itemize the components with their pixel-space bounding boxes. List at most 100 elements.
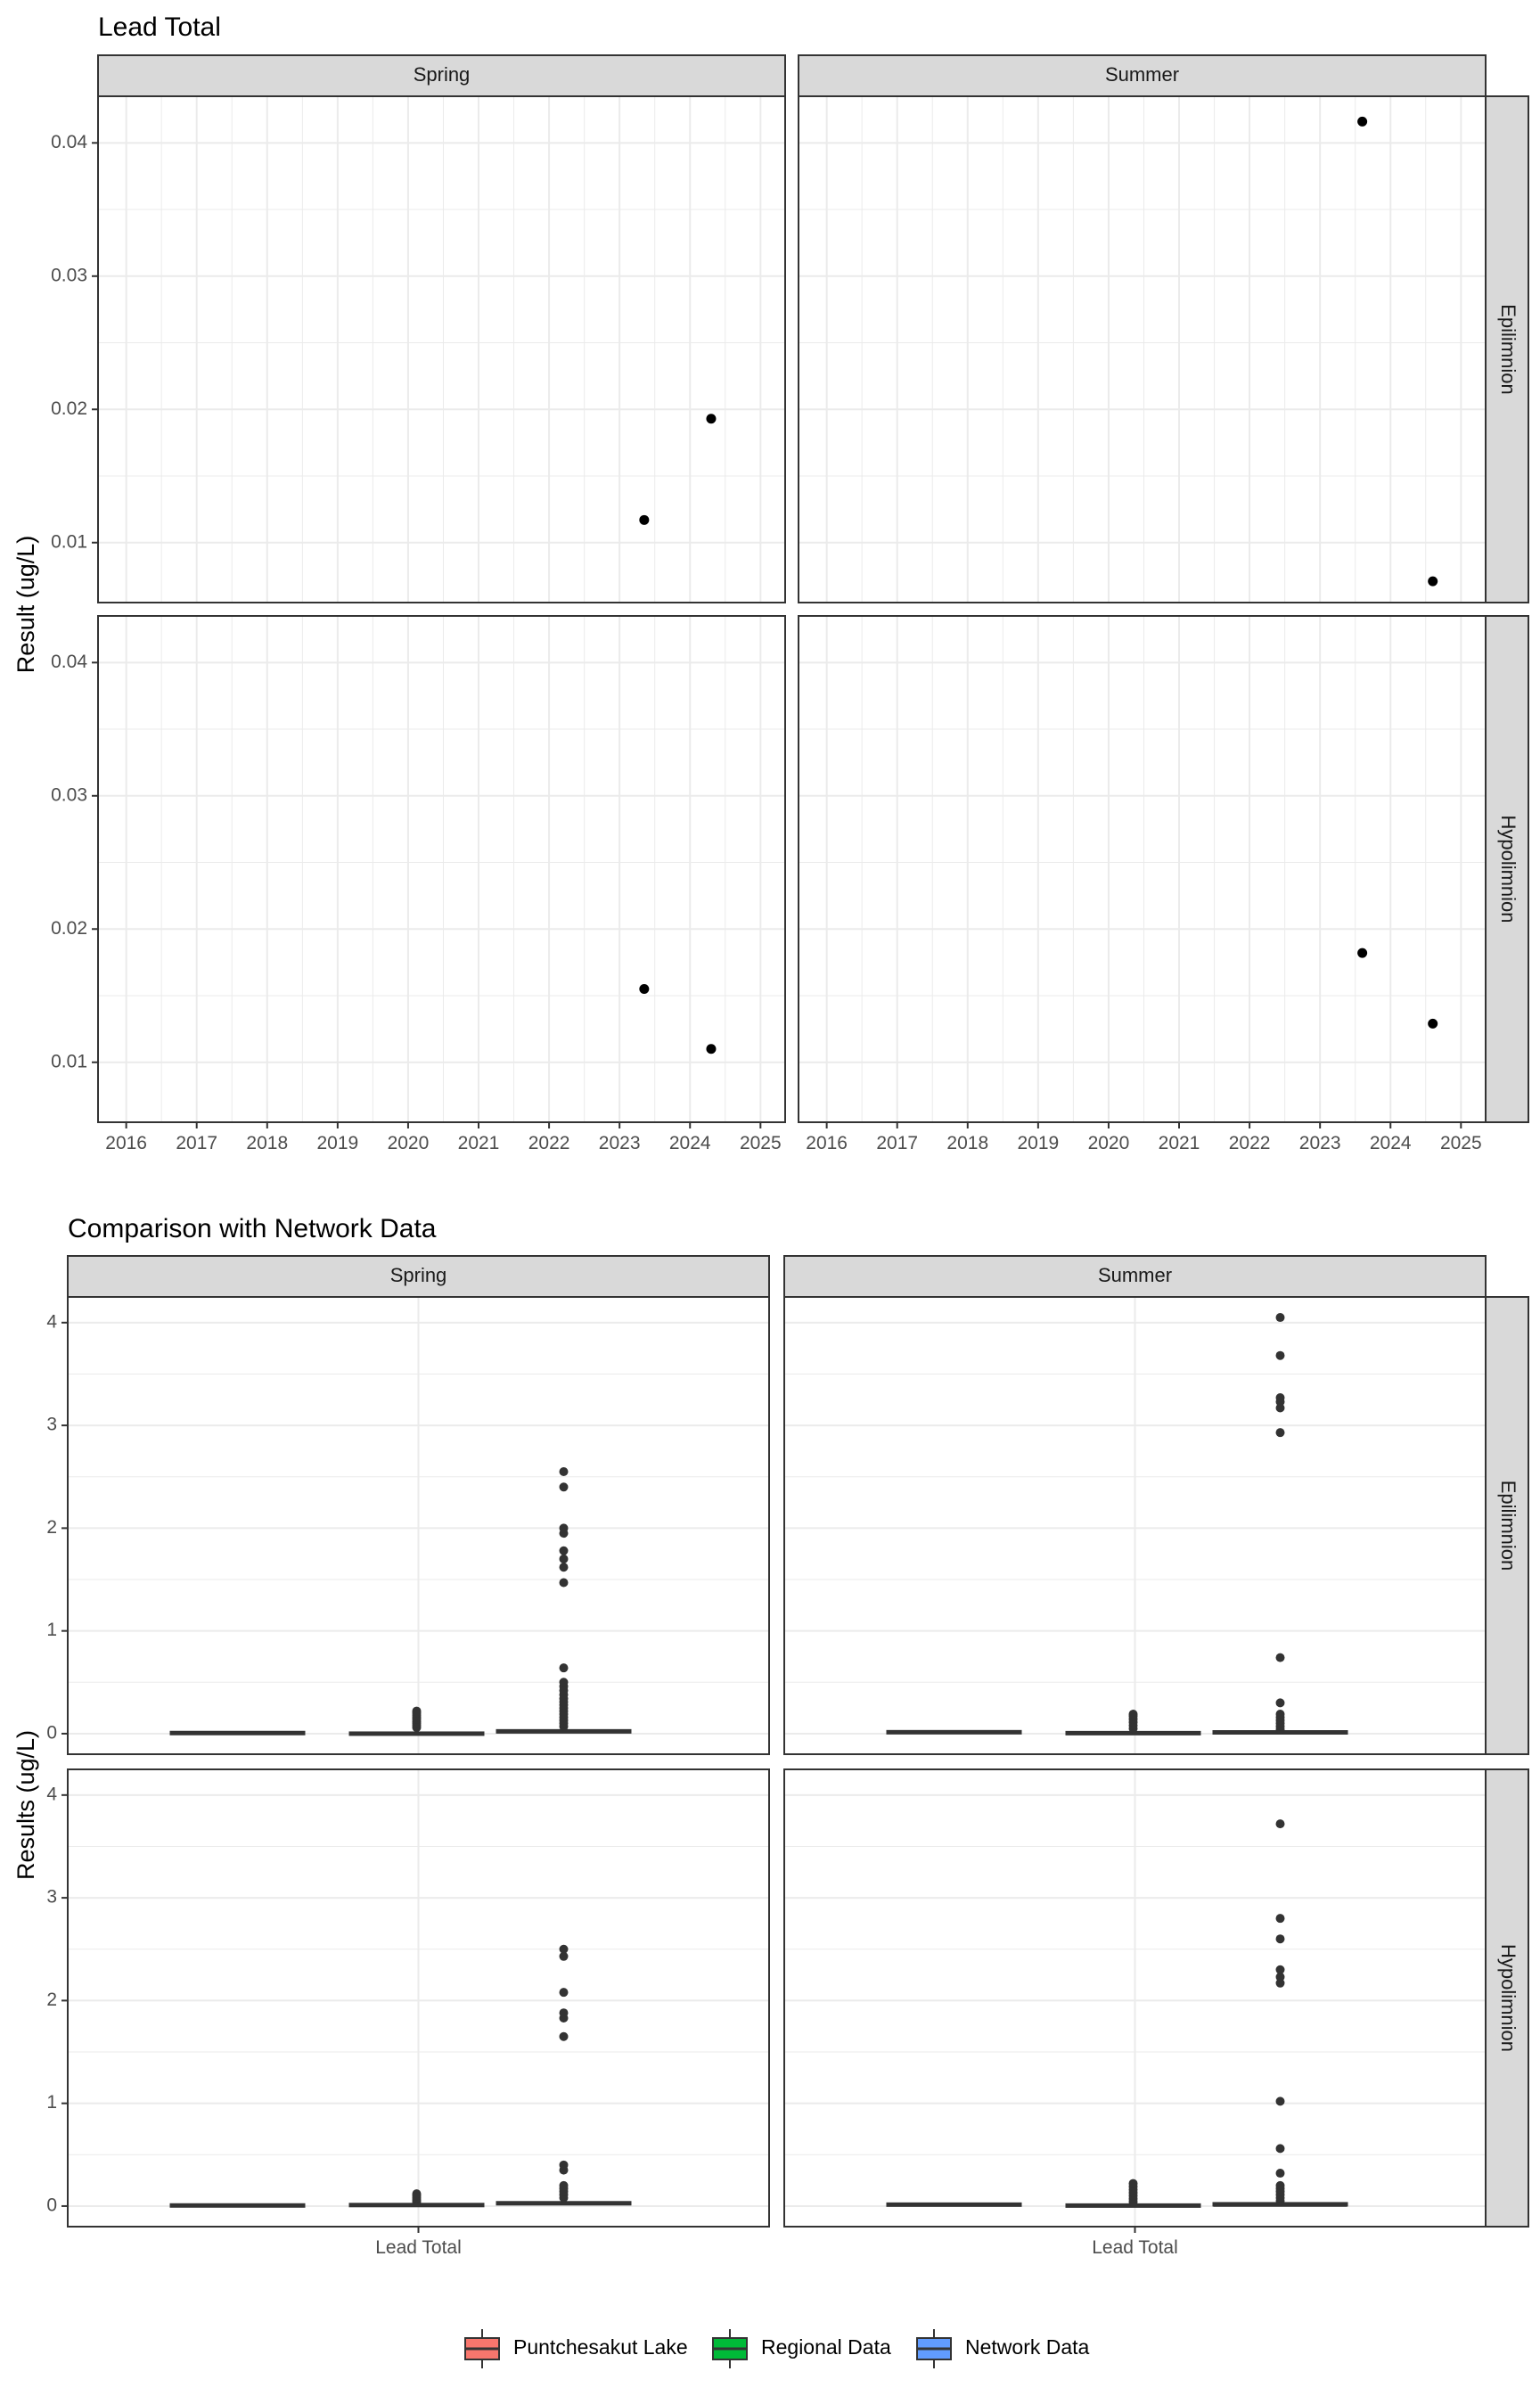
chart1-col-strip-0-bg	[97, 54, 786, 97]
chart1-xtick-label: 2020	[388, 1133, 430, 1153]
chart1-facets: Spring Summer Epilimnion Hypolimnion 0.01 0.0…	[51, 54, 1529, 1153]
chart2-row-strip-0-label: Epilimnion	[1497, 1481, 1520, 1571]
chart1-ytick-label: 0.02	[51, 918, 87, 939]
chart1-xtick-label: 2017	[176, 1133, 217, 1153]
chart1-xtick-label: 2016	[105, 1133, 147, 1153]
chart1-ytick-label: 0.03	[51, 265, 87, 285]
chart2-outlier-point	[412, 2189, 422, 2199]
chart2-outlier-point	[1275, 2180, 1285, 2190]
chart1-xtick-label: 2018	[946, 1133, 988, 1153]
chart2-outlier-point	[559, 1663, 569, 1673]
chart1-col-strip-1-bg	[798, 54, 1487, 97]
chart1-xtick-label: 2019	[1018, 1133, 1060, 1153]
chart1-row-strip-1-label: Hypolimnion	[1497, 815, 1520, 923]
chart2-panel-border-1	[783, 1296, 1487, 1755]
chart2-outlier-point	[559, 1944, 569, 1954]
chart1-point	[1357, 116, 1368, 127]
chart1-ytick-label: 0.04	[51, 132, 87, 152]
chart1-col-strip-0-label: Spring	[414, 63, 471, 86]
chart1-ytick-label: 0.02	[51, 398, 87, 419]
chart2-outlier-point	[1275, 1972, 1285, 1982]
chart2-ytick-label: 0	[46, 1722, 57, 1743]
chart2-col-strip-0-label: Spring	[390, 1264, 447, 1286]
chart1-point	[639, 984, 650, 995]
chart1-xtick-label: 2021	[458, 1133, 500, 1153]
chart1-xtick-label: 2024	[1370, 1133, 1412, 1153]
chart2-outlier-point	[559, 2180, 569, 2190]
chart2-outlier-point	[1275, 1653, 1285, 1662]
chart2-outlier-point	[1275, 1914, 1285, 1924]
chart2-ytick-label: 3	[46, 1415, 57, 1435]
chart1-xtick-label: 2020	[1088, 1133, 1130, 1153]
chart2-outlier-point	[1275, 1403, 1285, 1413]
chart1-xtick-label: 2025	[1440, 1133, 1482, 1153]
chart2-outlier-point	[559, 1678, 569, 1687]
chart1-point	[706, 414, 717, 424]
chart1-xtick-label: 2023	[599, 1133, 641, 1153]
chart1-xtick-label: 2021	[1159, 1133, 1200, 1153]
chart1-point	[1357, 948, 1368, 958]
chart1-point	[1428, 1018, 1438, 1029]
chart2-outlier-point	[559, 1554, 569, 1563]
chart1-panel-2	[97, 615, 786, 1123]
chart2-ytick-label: 0	[46, 2195, 57, 2215]
chart2-ytick-label: 1	[46, 2092, 57, 2113]
chart1-y-axis-title: Result (ug/L)	[12, 536, 39, 674]
chart1-point	[639, 514, 650, 525]
chart2-xtick-label: Lead Total	[1092, 2237, 1178, 2258]
chart1-ytick-label: 0.04	[51, 652, 87, 672]
chart2-outlier-point	[1275, 1710, 1285, 1719]
chart2-outlier-point	[1275, 1392, 1285, 1402]
chart2-outlier-point	[559, 1546, 569, 1555]
chart2-outlier-point	[1128, 2179, 1138, 2188]
chart1-panel-border-2	[97, 615, 786, 1123]
chart1-panel-3	[798, 615, 1487, 1123]
chart2-ytick-label: 2	[46, 1517, 57, 1538]
chart2-panel-border-0	[67, 1296, 770, 1755]
chart2-outlier-point	[1275, 1965, 1285, 1974]
chart2-outlier-point	[1275, 1934, 1285, 1944]
chart2-ytick-label: 1	[46, 1620, 57, 1640]
chart1-panel-border-1	[798, 95, 1487, 603]
chart1-xtick-label: 2025	[740, 1133, 782, 1153]
chart1-row-strip-0-label: Epilimnion	[1497, 304, 1520, 395]
legend-label: Network Data	[965, 2335, 1090, 2359]
chart1-xtick-label: 2022	[1229, 1133, 1271, 1153]
chart2-outlier-point	[1275, 1428, 1285, 1438]
chart2-row-strip-1-label: Hypolimnion	[1497, 1944, 1520, 2052]
chart2-outlier-point	[1275, 1313, 1285, 1323]
chart2-ytick-label: 3	[46, 1887, 57, 1908]
chart1-point	[1428, 576, 1438, 587]
chart1-xtick-label: 2024	[669, 1133, 711, 1153]
chart2-outlier-point	[1275, 1698, 1285, 1708]
chart2-y-axis-title: Results (ug/L)	[12, 1730, 39, 1880]
chart1-xtick-label: 2018	[246, 1133, 288, 1153]
chart2-ytick-label: 4	[46, 1311, 57, 1332]
chart1-xtick-label: 2022	[528, 1133, 570, 1153]
chart1-panel-border-0	[97, 95, 786, 603]
chart1-xtick-label: 2019	[317, 1133, 359, 1153]
legend: Puntchesakut Lake Regional Data Network Da…	[464, 2329, 1090, 2368]
legend-label: Regional Data	[761, 2335, 891, 2359]
chart1-point	[706, 1044, 717, 1054]
chart1-ytick-label: 0.01	[51, 531, 87, 552]
chart2-outlier-point	[1128, 1710, 1138, 1719]
chart1-title: Lead Total	[98, 12, 221, 42]
chart2-outlier-point	[559, 1988, 569, 1998]
chart1-xtick-label: 2017	[876, 1133, 918, 1153]
chart2-ytick-label: 4	[46, 1784, 57, 1804]
chart2-outlier-point	[559, 1951, 569, 1961]
chart2-title: Comparison with Network Data	[68, 1214, 437, 1243]
chart2-ytick-label: 2	[46, 1990, 57, 2010]
chart1-panel-border-3	[798, 615, 1487, 1123]
chart2-outlier-point	[559, 2008, 569, 2018]
chart2-outlier-point	[559, 2160, 569, 2170]
chart2-outlier-point	[1275, 2144, 1285, 2154]
chart2-col-strip-0-bg	[67, 1255, 770, 1298]
chart1-col-strip-1-label: Summer	[1105, 63, 1179, 86]
chart1-ytick-label: 0.03	[51, 784, 87, 805]
chart1-row-strip-0-bg	[1485, 95, 1529, 603]
chart2-outlier-point	[559, 1482, 569, 1492]
chart2-outlier-point	[412, 1706, 422, 1716]
